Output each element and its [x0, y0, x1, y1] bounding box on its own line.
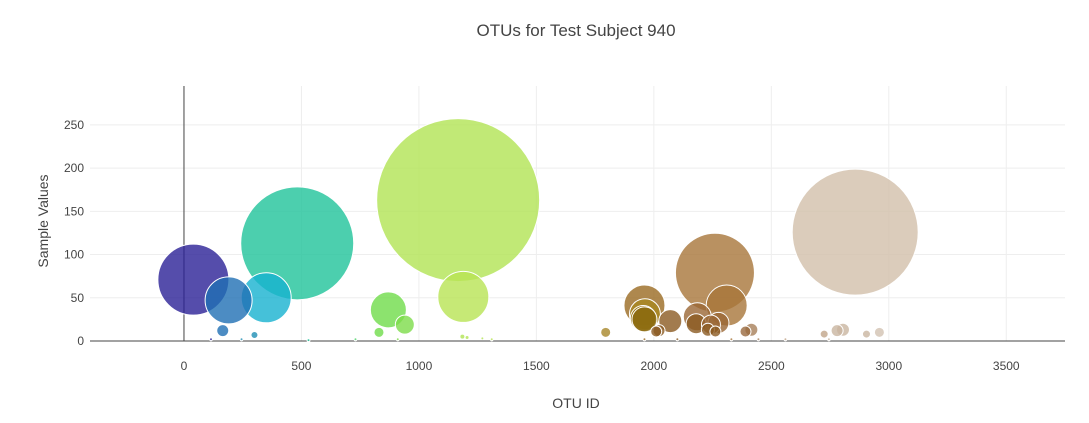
bubble-point[interactable]: [376, 118, 541, 283]
bubble-point[interactable]: [600, 326, 612, 338]
bubble-point[interactable]: [353, 337, 358, 342]
bubble-point[interactable]: [208, 337, 213, 342]
y-tick-label: 200: [64, 161, 84, 175]
bubble-point[interactable]: [791, 168, 919, 296]
bubble-point[interactable]: [729, 337, 734, 342]
bubble-point[interactable]: [464, 335, 470, 341]
y-tick-label: 0: [77, 334, 84, 348]
bubble-point[interactable]: [873, 326, 885, 338]
bubble-point[interactable]: [819, 329, 829, 339]
bubble-point[interactable]: [642, 337, 647, 342]
bubble-point[interactable]: [783, 337, 788, 342]
bubble-point[interactable]: [489, 337, 494, 342]
axes: 0 500 1000 1500 2000 2500 3000 3500 0 50 100 150 200…: [64, 86, 1065, 373]
bubble-point[interactable]: [739, 325, 752, 338]
bubble-point[interactable]: [861, 329, 871, 339]
x-tick-label: 1000: [406, 359, 433, 373]
bubble-point[interactable]: [650, 325, 663, 338]
bubble-point[interactable]: [216, 324, 230, 338]
bubble-point[interactable]: [437, 270, 490, 323]
bubble-point[interactable]: [394, 314, 415, 335]
bubble-point[interactable]: [631, 306, 658, 333]
bubble-point[interactable]: [250, 330, 259, 339]
bubble-point[interactable]: [239, 337, 244, 342]
y-tick-label: 100: [64, 248, 84, 262]
y-tick-label: 250: [64, 118, 84, 132]
x-tick-label: 0: [181, 359, 188, 373]
bubble-point[interactable]: [675, 337, 680, 342]
bubble-point[interactable]: [826, 337, 831, 342]
y-tick-label: 150: [64, 204, 84, 218]
x-axis-title: OTU ID: [552, 395, 599, 411]
bubble-point[interactable]: [204, 276, 253, 325]
bubble-point[interactable]: [658, 309, 683, 334]
bubble-point[interactable]: [306, 338, 311, 343]
bubbles: [157, 118, 919, 343]
bubble-point[interactable]: [756, 337, 761, 342]
bubble-point[interactable]: [459, 333, 466, 340]
x-tick-label: 2500: [758, 359, 785, 373]
chart-title: OTUs for Test Subject 940: [476, 21, 675, 40]
bubble-point[interactable]: [830, 324, 844, 338]
x-tick-label: 1500: [523, 359, 550, 373]
bubble-point[interactable]: [480, 336, 485, 341]
y-tick-label: 50: [71, 291, 85, 305]
x-tick-label: 2000: [641, 359, 668, 373]
x-tick-label: 500: [291, 359, 311, 373]
y-axis-title: Sample Values: [35, 174, 51, 267]
x-tick-label: 3000: [875, 359, 902, 373]
x-tick-label: 3500: [993, 359, 1020, 373]
bubble-point[interactable]: [240, 186, 355, 301]
bubble-point[interactable]: [373, 326, 385, 338]
bubble-point[interactable]: [709, 325, 722, 338]
bubble-point[interactable]: [395, 337, 400, 342]
